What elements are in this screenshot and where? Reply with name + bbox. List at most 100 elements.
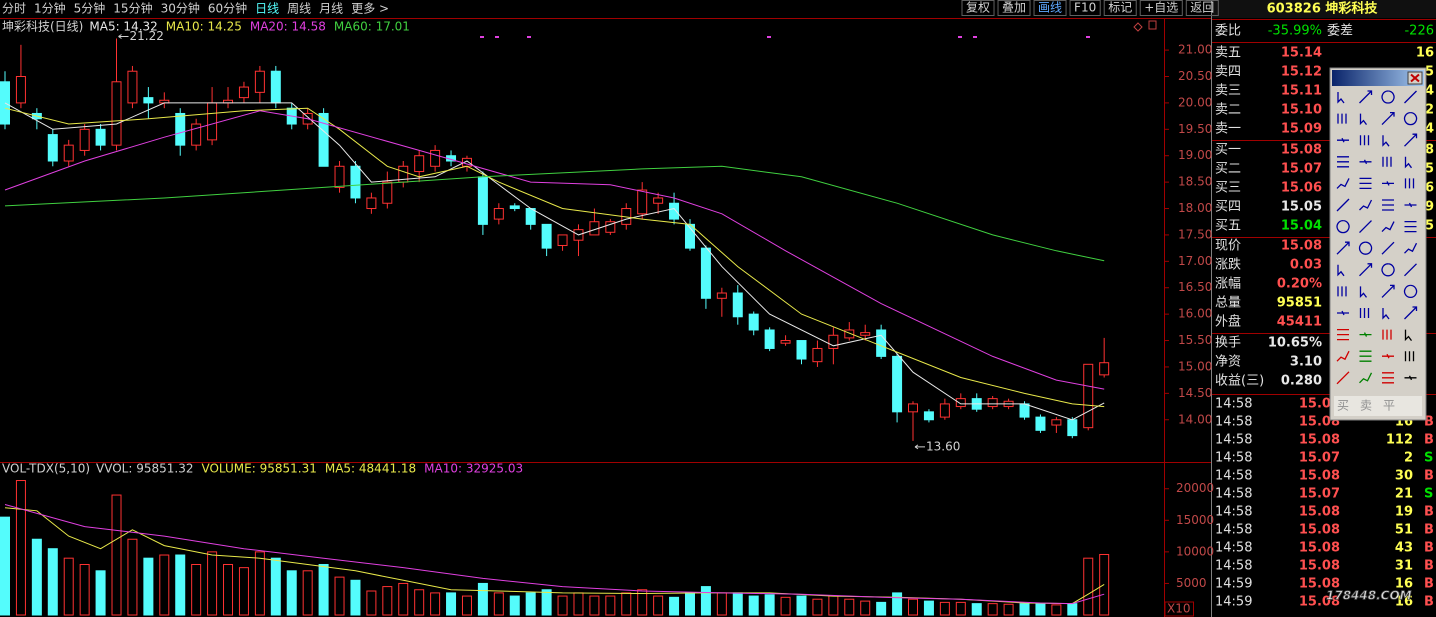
drawing-tool[interactable] bbox=[1337, 310, 1349, 316]
drawing-tool[interactable] bbox=[1337, 113, 1347, 124]
book-label: 卖三 bbox=[1215, 84, 1241, 99]
toolbar-button[interactable]: F10 bbox=[1069, 0, 1101, 16]
candle-body bbox=[716, 292, 727, 299]
drawing-tool[interactable] bbox=[1381, 263, 1395, 277]
drawing-tool[interactable] bbox=[1382, 353, 1394, 359]
drawing-tool[interactable] bbox=[1337, 328, 1349, 341]
drawing-tool[interactable] bbox=[1337, 137, 1349, 143]
toolbar-button[interactable]: +自选 bbox=[1139, 0, 1183, 16]
tick-price: 15.08 bbox=[1299, 541, 1340, 556]
drawing-tool[interactable] bbox=[1404, 90, 1417, 104]
toolbar-button[interactable]: 标记 bbox=[1103, 0, 1137, 16]
trade-button[interactable]: 平 bbox=[1383, 399, 1395, 413]
period-tab[interactable]: 1分钟 bbox=[34, 1, 66, 16]
drawing-tool[interactable] bbox=[1381, 90, 1395, 104]
tool-glyph bbox=[1404, 263, 1417, 277]
drawing-tool[interactable] bbox=[1404, 178, 1415, 189]
tool-glyph bbox=[1382, 135, 1390, 147]
drawing-tool[interactable] bbox=[1337, 286, 1347, 297]
drawing-tool[interactable] bbox=[1403, 111, 1418, 126]
toolbar-button[interactable]: 返回 bbox=[1185, 0, 1219, 16]
drawing-tool[interactable] bbox=[1359, 308, 1370, 318]
period-tab[interactable]: 5分钟 bbox=[74, 1, 106, 16]
period-tab[interactable]: 日线 bbox=[255, 2, 279, 16]
volume-bar bbox=[191, 563, 202, 616]
period-tab[interactable]: 30分钟 bbox=[161, 1, 200, 16]
drawing-tool[interactable] bbox=[1359, 135, 1370, 146]
stat-label: 总量 bbox=[1215, 296, 1241, 311]
drawing-tool[interactable] bbox=[1404, 133, 1418, 147]
toolbar-button[interactable]: 复权 bbox=[961, 0, 995, 16]
drawing-tool[interactable] bbox=[1359, 199, 1373, 211]
drawing-tool[interactable] bbox=[1337, 264, 1345, 277]
candle-body bbox=[175, 112, 186, 146]
period-tab[interactable]: 60分钟 bbox=[208, 1, 247, 16]
drawing-tool[interactable] bbox=[1359, 159, 1372, 165]
drawing-tool[interactable] bbox=[1382, 181, 1394, 186]
tick-side: B bbox=[1424, 469, 1434, 484]
drawing-tool[interactable] bbox=[1336, 241, 1350, 255]
drawing-tool[interactable] bbox=[1381, 221, 1395, 233]
volume-bar bbox=[939, 601, 950, 616]
period-tab[interactable]: 更多 > bbox=[351, 2, 389, 16]
period-tab[interactable]: 月线 bbox=[319, 2, 343, 16]
ma-line bbox=[4, 110, 1105, 390]
palette-close[interactable] bbox=[1407, 71, 1423, 85]
drawing-tool[interactable] bbox=[1404, 263, 1417, 277]
drawing-tool[interactable] bbox=[1404, 242, 1418, 254]
trade-button[interactable]: 买 bbox=[1337, 399, 1349, 413]
drawing-tool[interactable] bbox=[1381, 241, 1395, 255]
candle-body bbox=[876, 329, 887, 357]
drawing-tool[interactable] bbox=[1337, 156, 1349, 168]
drawing-tool[interactable] bbox=[1336, 219, 1350, 234]
drawing-tool[interactable] bbox=[1382, 329, 1392, 340]
candle-body bbox=[318, 112, 329, 167]
drawing-tool[interactable] bbox=[1404, 375, 1417, 381]
drawing-tool[interactable] bbox=[1359, 332, 1372, 337]
drawing-tool[interactable] bbox=[1359, 372, 1373, 384]
drawing-tool[interactable] bbox=[1404, 329, 1413, 342]
tick-side: S bbox=[1424, 451, 1433, 466]
drawing-tool[interactable] bbox=[1336, 350, 1350, 362]
drawing-tool[interactable] bbox=[1382, 372, 1394, 384]
toolbar-button[interactable]: 画线 bbox=[1033, 0, 1067, 16]
drawing-tool[interactable] bbox=[1359, 90, 1373, 104]
period-tab[interactable]: 分时 bbox=[2, 2, 26, 16]
period-tab[interactable]: 15分钟 bbox=[113, 1, 152, 16]
toolbar-button[interactable]: 叠加 bbox=[997, 0, 1031, 16]
drawing-tool[interactable] bbox=[1359, 286, 1368, 298]
candle-body bbox=[764, 329, 775, 349]
drawing-tool[interactable] bbox=[1382, 199, 1394, 211]
drawing-tool[interactable] bbox=[1359, 113, 1368, 126]
drawing-tool[interactable] bbox=[1336, 178, 1350, 189]
drawing-tool[interactable] bbox=[1359, 220, 1372, 234]
volume-bar bbox=[15, 480, 26, 616]
drawing-tool[interactable] bbox=[1359, 177, 1372, 190]
drawing-tool[interactable] bbox=[1404, 202, 1417, 208]
volume-bar bbox=[987, 603, 998, 616]
drawing-tool[interactable] bbox=[1404, 156, 1413, 169]
drawing-tool[interactable] bbox=[1337, 92, 1345, 104]
drawing-tool[interactable] bbox=[1358, 241, 1373, 255]
drawing-tool[interactable] bbox=[1404, 351, 1415, 362]
period-tab[interactable]: 周线 bbox=[287, 2, 311, 16]
legend-entry: VVOL: 95851.32 bbox=[96, 462, 193, 476]
drawing-tool[interactable] bbox=[1336, 371, 1350, 385]
drawing-tool[interactable] bbox=[1404, 306, 1418, 320]
drawing-tool[interactable] bbox=[1404, 220, 1417, 233]
drawing-tool[interactable] bbox=[1382, 135, 1390, 147]
drawing-tool[interactable] bbox=[1359, 350, 1372, 362]
drawing-tool[interactable] bbox=[1403, 284, 1418, 298]
stat-value: 3.10 bbox=[1290, 355, 1322, 370]
candle-body bbox=[860, 332, 871, 336]
drawing-tool[interactable] bbox=[1382, 308, 1390, 320]
ma-line bbox=[4, 102, 1105, 421]
trade-button[interactable]: 卖 bbox=[1360, 399, 1372, 413]
drawing-tool[interactable] bbox=[1359, 263, 1373, 277]
tool-glyph bbox=[1404, 242, 1418, 254]
drawing-tool[interactable] bbox=[1381, 284, 1395, 298]
drawing-tool[interactable] bbox=[1381, 111, 1395, 126]
drawing-tool[interactable] bbox=[1336, 198, 1350, 212]
drawing-tool[interactable] bbox=[1382, 156, 1392, 167]
